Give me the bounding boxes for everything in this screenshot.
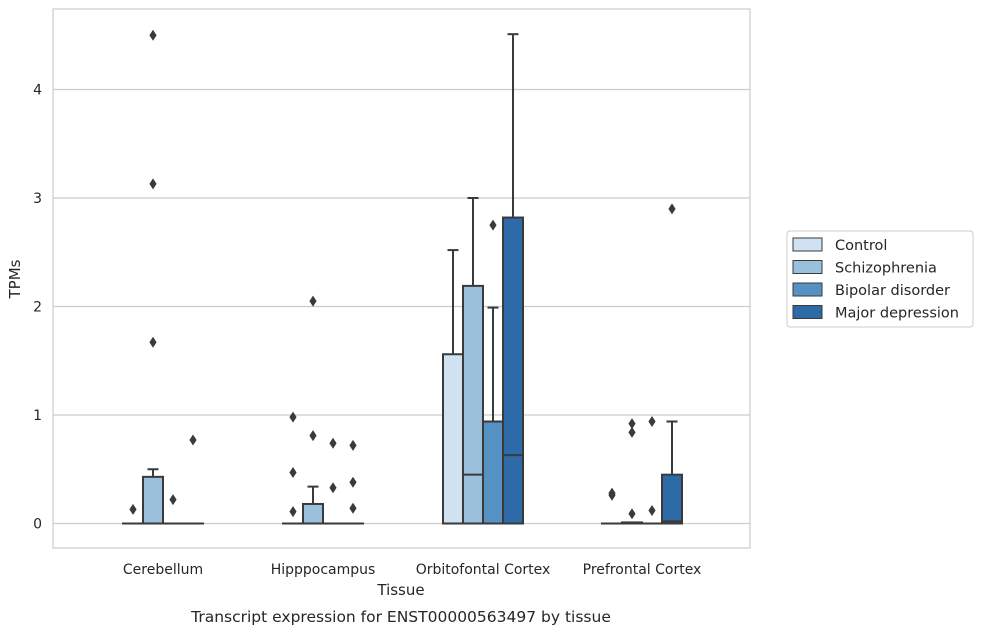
legend-swatch — [792, 237, 823, 252]
outlier-point — [648, 416, 656, 428]
x-tick-label: Hipppocampus — [271, 562, 376, 578]
y-tick-label: 2 — [33, 300, 42, 316]
outlier-point — [349, 502, 357, 514]
outlier-point — [189, 434, 197, 446]
box-group — [142, 29, 164, 525]
y-axis-ticks: 0 1 2 3 4 — [33, 83, 42, 533]
x-tick-label: Prefrontal Cortex — [583, 562, 702, 578]
box-group — [661, 203, 683, 525]
box-group — [282, 411, 304, 525]
outlier-point — [149, 178, 157, 190]
legend-label: Bipolar disorder — [835, 283, 950, 299]
box-group — [621, 418, 643, 525]
legend-frame — [786, 230, 974, 328]
legend-label: Major depression — [835, 306, 959, 322]
outlier-point — [349, 476, 357, 488]
box — [462, 284, 484, 525]
series-control — [122, 249, 623, 525]
outlier-point — [648, 504, 656, 516]
box-group — [302, 295, 324, 525]
series-bipolar-disorder — [162, 219, 663, 525]
legend-swatch — [792, 260, 823, 274]
box-group — [482, 219, 504, 525]
series-major-depression — [182, 33, 683, 525]
box-group — [462, 197, 484, 525]
x-tick-label: Orbitofontal Cortex — [416, 562, 551, 578]
box — [502, 216, 524, 525]
x-axis-title: Tissue — [376, 581, 424, 599]
x-tick-label: Cerebellum — [123, 562, 203, 578]
outlier-point — [289, 506, 297, 518]
outlier-point — [668, 203, 676, 215]
outlier-point — [149, 29, 157, 41]
legend-swatch — [792, 305, 823, 319]
outlier-point — [289, 467, 297, 479]
outlier-point — [129, 503, 137, 515]
y-tick-label: 1 — [33, 408, 42, 424]
y-tick-label: 4 — [33, 83, 42, 99]
box-group — [342, 439, 364, 525]
outlier-point — [309, 295, 317, 307]
outlier-point — [289, 411, 297, 423]
box-group — [641, 416, 663, 525]
grid-lines — [53, 88, 750, 525]
box-group — [162, 494, 184, 525]
outlier-point — [149, 336, 157, 348]
plot-frame — [52, 8, 751, 549]
box — [442, 353, 464, 525]
outlier-point — [349, 439, 357, 451]
outlier-point — [608, 487, 616, 499]
outlier-point — [489, 219, 497, 231]
box — [302, 502, 324, 525]
y-tick-label: 3 — [33, 191, 42, 207]
outlier-point — [628, 508, 636, 520]
outlier-point — [329, 482, 337, 494]
box — [482, 420, 504, 525]
outlier-point — [628, 418, 636, 430]
y-tick-label: 0 — [33, 517, 42, 533]
box — [142, 475, 164, 525]
outlier-point — [329, 437, 337, 449]
x-axis-ticks: Cerebellum Hipppocampus Orbitofontal Corte… — [123, 562, 701, 578]
box-group — [122, 503, 144, 525]
y-axis-title: TPMs — [6, 259, 24, 299]
outlier-point — [309, 430, 317, 442]
outlier-point — [169, 494, 177, 506]
legend-label: Schizophrenia — [835, 261, 937, 277]
legend-swatch — [792, 282, 823, 297]
chart-caption: Transcript expression for ENST0000056349… — [190, 608, 611, 626]
box-groups — [122, 29, 683, 525]
box-group — [322, 437, 344, 525]
box-group — [601, 487, 623, 525]
box — [661, 473, 683, 525]
outlier-point — [628, 426, 636, 438]
box-group — [182, 434, 204, 525]
legend-label: Control — [835, 238, 887, 254]
box-group — [502, 33, 524, 525]
legend: Control Schizophrenia Bipolar disorder Majo… — [786, 230, 974, 328]
box-group — [442, 249, 464, 525]
series-schizophrenia — [142, 29, 643, 525]
